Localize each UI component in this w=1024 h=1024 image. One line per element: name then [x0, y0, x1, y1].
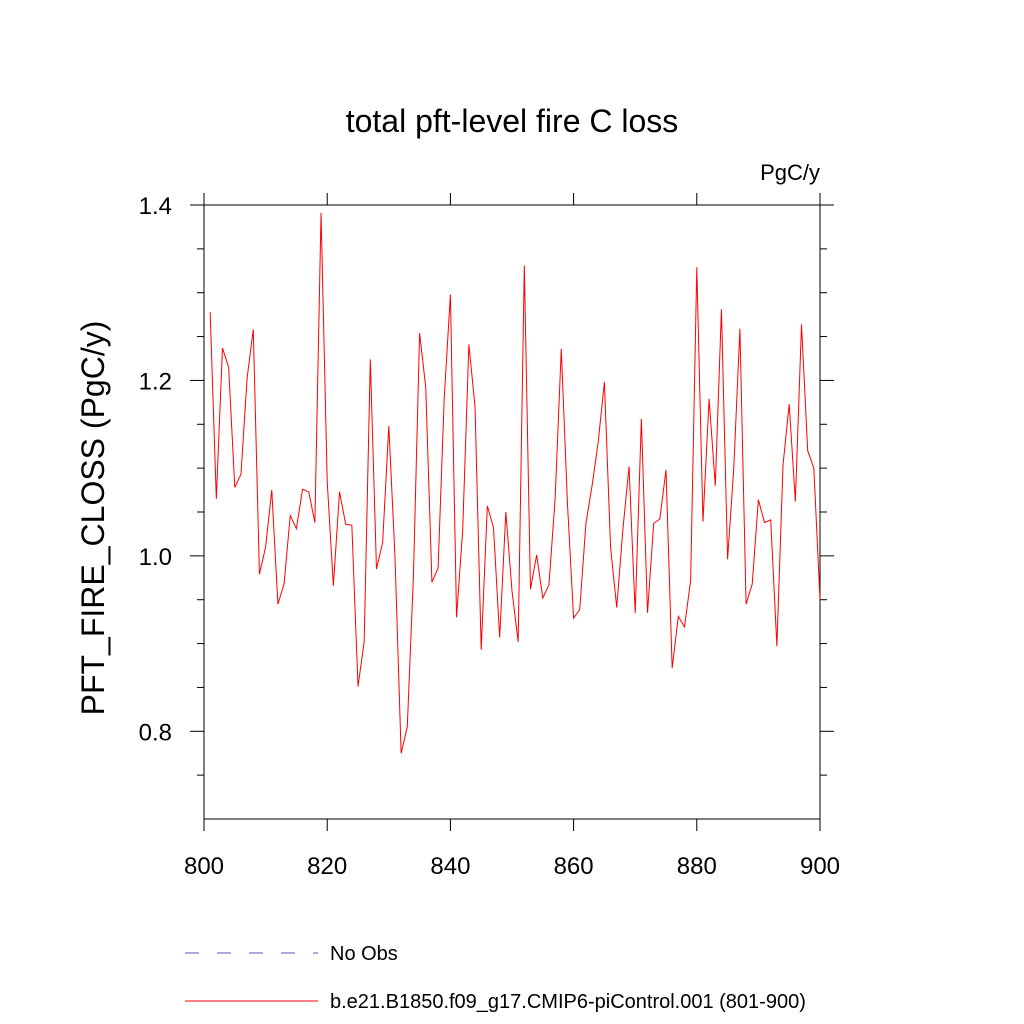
y-tick-label: 0.8 — [139, 719, 172, 746]
units-label: PgC/y — [760, 160, 820, 185]
chart-title: total pft-level fire C loss — [346, 103, 679, 139]
series-line-1 — [209, 212, 821, 754]
legend-entry-picontrol: b.e21.B1850.f09_g17.CMIP6-piControl.001 … — [185, 991, 806, 1013]
y-axis-label: PFT_FIRE_CLOSS (PgC/y) — [75, 321, 111, 716]
plot-frame — [203, 204, 821, 820]
y-tick-label: 1.4 — [139, 193, 172, 220]
y-tick-label: 1.2 — [139, 368, 172, 395]
axes: 800 820 840 860 880 900 0.8 1.0 1.2 1.4 — [139, 193, 840, 880]
x-tick-label: 840 — [430, 853, 470, 880]
legend-label-no-obs: No Obs — [330, 943, 398, 965]
x-tick-label: 820 — [307, 853, 347, 880]
legend: No Obs b.e21.B1850.f09_g17.CMIP6-piContr… — [185, 943, 806, 1013]
legend-label-picontrol: b.e21.B1850.f09_g17.CMIP6-piControl.001 … — [330, 991, 806, 1013]
legend-entry-no-obs: No Obs — [185, 943, 398, 965]
x-tick-label: 880 — [677, 853, 717, 880]
y-tick-label: 1.0 — [139, 544, 172, 571]
x-tick-label: 800 — [184, 853, 224, 880]
x-tick-label: 900 — [800, 853, 840, 880]
series-layer — [209, 212, 821, 754]
x-tick-label: 860 — [554, 853, 594, 880]
